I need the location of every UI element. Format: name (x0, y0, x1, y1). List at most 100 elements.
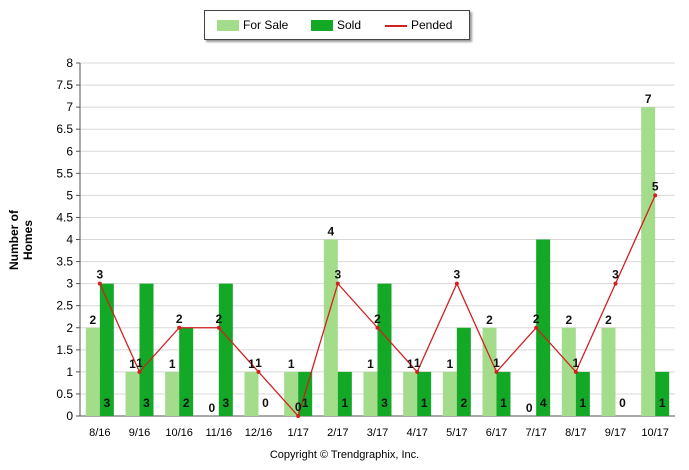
x-tick-label: 1/17 (287, 427, 308, 439)
data-label-pended: 2 (374, 312, 381, 326)
data-label-pended: 5 (652, 179, 659, 193)
legend-swatch-pended (385, 25, 407, 27)
bar-for-sale (85, 327, 100, 416)
x-tick-label: 9/16 (129, 427, 150, 439)
bar-for-sale (641, 107, 656, 416)
data-label-for-sale: 2 (605, 313, 612, 327)
bar-sold (575, 371, 590, 416)
bar-for-sale (323, 239, 338, 416)
bar-for-sale (244, 371, 259, 416)
y-tick-label: 3 (66, 277, 73, 291)
y-tick-label: 5 (66, 188, 73, 202)
legend-swatch-for-sale (217, 20, 239, 31)
pended-point (256, 369, 261, 374)
data-label-sold: 0 (619, 396, 626, 410)
x-tick-label: 2/17 (327, 427, 348, 439)
bar-sold (496, 371, 511, 416)
y-tick-label: 6.5 (56, 122, 73, 136)
x-tick-label: 10/16 (165, 427, 193, 439)
data-label-pended: 1 (572, 356, 579, 370)
bar-for-sale (482, 327, 497, 416)
data-label-pended: 1 (255, 356, 262, 370)
data-label-pended: 0 (295, 400, 302, 414)
data-label-sold: 4 (540, 396, 547, 410)
x-tick-label: 5/17 (446, 427, 467, 439)
y-tick-label: 2 (66, 321, 73, 335)
data-label-pended: 1 (414, 356, 421, 370)
data-label-for-sale: 7 (645, 92, 652, 106)
y-tick-label: 4.5 (56, 210, 73, 224)
bar-sold (417, 371, 432, 416)
y-tick-label: 4 (66, 233, 73, 247)
data-label-pended: 2 (215, 312, 222, 326)
pended-point (494, 369, 499, 374)
data-label-sold: 3 (143, 396, 150, 410)
bar-for-sale (125, 371, 140, 416)
y-tick-label: 1 (66, 365, 73, 379)
data-label-for-sale: 1 (288, 357, 295, 371)
data-label-for-sale: 1 (367, 357, 374, 371)
data-label-for-sale: 2 (565, 313, 572, 327)
data-label-for-sale: 0 (208, 401, 215, 415)
x-tick-label: 9/17 (605, 427, 626, 439)
data-label-sold: 3 (103, 396, 110, 410)
pended-point (375, 325, 380, 330)
y-tick-label: 0.5 (56, 387, 73, 401)
data-label-pended: 3 (453, 268, 460, 282)
data-label-pended: 2 (176, 312, 183, 326)
data-label-sold: 1 (579, 396, 586, 410)
x-tick-label: 8/16 (89, 427, 110, 439)
data-label-for-sale: 1 (407, 357, 414, 371)
pended-point (296, 414, 301, 418)
bar-sold (218, 283, 233, 416)
y-tick-label: 2.5 (56, 299, 73, 313)
data-label-sold: 3 (381, 396, 388, 410)
data-label-sold: 1 (341, 396, 348, 410)
pended-point (534, 325, 539, 330)
x-tick-label: 12/16 (245, 427, 273, 439)
data-label-for-sale: 1 (169, 357, 176, 371)
bar-for-sale (561, 327, 576, 416)
pended-point (335, 281, 340, 286)
data-label-pended: 3 (612, 268, 619, 282)
x-tick-label: 10/17 (641, 427, 669, 439)
data-label-pended: 1 (493, 356, 500, 370)
x-tick-label: 7/17 (525, 427, 546, 439)
pended-point (573, 369, 578, 374)
pended-point (613, 281, 618, 286)
y-axis-label: Number of Homes (7, 210, 35, 270)
data-label-for-sale: 1 (248, 357, 255, 371)
data-label-sold: 1 (500, 396, 507, 410)
x-tick-label: 8/17 (565, 427, 586, 439)
y-tick-label: 0 (66, 409, 73, 423)
bar-for-sale (601, 327, 616, 416)
pended-point (137, 369, 142, 374)
data-label-sold: 0 (262, 396, 269, 410)
bar-for-sale (403, 371, 418, 416)
pended-point (97, 281, 102, 286)
x-tick-label: 11/16 (205, 427, 232, 439)
data-label-for-sale: 1 (446, 357, 453, 371)
bar-sold (139, 283, 154, 416)
legend-label-pended: Pended (411, 18, 453, 32)
data-label-sold: 3 (222, 396, 229, 410)
pended-point (454, 281, 459, 286)
data-label-sold: 1 (659, 396, 666, 410)
data-label-for-sale: 0 (526, 401, 533, 415)
data-label-pended: 3 (96, 268, 103, 282)
y-tick-label: 7 (66, 100, 73, 114)
data-label-pended: 3 (334, 268, 341, 282)
data-label-pended: 2 (533, 312, 540, 326)
legend: For Sale Sold Pended (204, 10, 470, 40)
bar-sold (179, 327, 194, 416)
legend-label-sold: Sold (337, 18, 362, 32)
pended-point (653, 193, 658, 198)
y-tick-label: 1.5 (56, 343, 73, 357)
data-label-for-sale: 1 (129, 357, 136, 371)
pended-point (415, 369, 420, 374)
pended-point (216, 325, 221, 330)
copyright: Copyright © Trendgraphix, Inc. (269, 449, 420, 461)
x-tick-label: 6/17 (486, 427, 507, 439)
y-tick-label: 3.5 (56, 255, 73, 269)
